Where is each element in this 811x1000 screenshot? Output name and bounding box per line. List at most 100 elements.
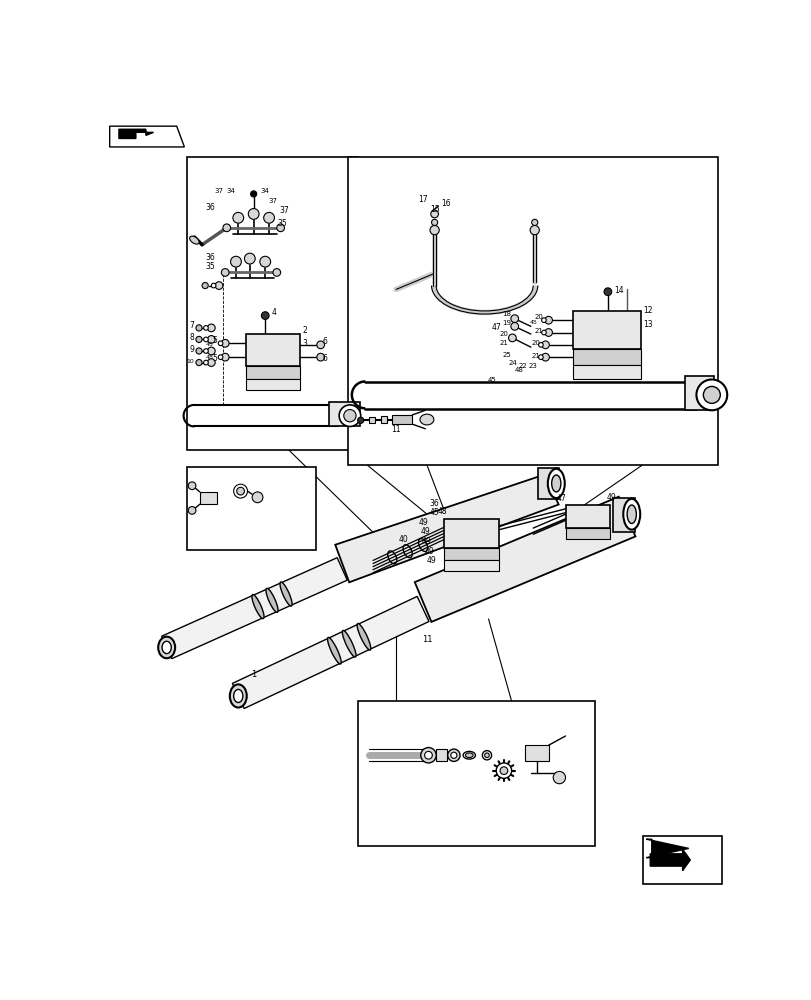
Polygon shape	[414, 497, 635, 622]
Ellipse shape	[357, 623, 371, 650]
Text: 6: 6	[323, 337, 328, 346]
Text: 47: 47	[491, 323, 500, 332]
Circle shape	[424, 751, 431, 759]
Ellipse shape	[158, 637, 175, 658]
Text: 49: 49	[424, 547, 434, 556]
Circle shape	[541, 341, 549, 349]
Text: 3: 3	[303, 339, 307, 348]
Text: 49: 49	[606, 493, 616, 502]
Ellipse shape	[234, 689, 242, 703]
Text: 36: 36	[377, 764, 387, 773]
Circle shape	[208, 324, 215, 332]
Text: 8: 8	[190, 333, 194, 342]
Text: 35: 35	[277, 219, 287, 228]
Circle shape	[420, 748, 436, 763]
Bar	[573, 365, 640, 379]
Circle shape	[195, 348, 202, 354]
Circle shape	[195, 336, 202, 343]
Text: 20: 20	[499, 331, 508, 337]
Circle shape	[208, 336, 215, 343]
Text: 45: 45	[206, 342, 213, 347]
Circle shape	[264, 212, 274, 223]
Circle shape	[261, 312, 268, 319]
Text: 49: 49	[420, 527, 430, 536]
Circle shape	[541, 318, 546, 323]
Circle shape	[357, 417, 363, 423]
Bar	[328, 402, 359, 426]
Polygon shape	[335, 475, 558, 582]
Text: 48: 48	[437, 507, 447, 516]
Bar	[573, 349, 640, 365]
Text: 34: 34	[260, 188, 269, 194]
Bar	[357, 701, 594, 846]
Text: 43: 43	[248, 531, 259, 540]
Bar	[348, 157, 717, 465]
Circle shape	[531, 219, 537, 225]
Circle shape	[204, 360, 208, 365]
Text: 19: 19	[502, 320, 511, 326]
Text: 5: 5	[212, 336, 217, 345]
Circle shape	[510, 315, 518, 323]
Text: 45: 45	[429, 508, 439, 517]
Circle shape	[544, 316, 551, 324]
Circle shape	[252, 492, 263, 503]
Text: 13: 13	[642, 320, 652, 329]
Circle shape	[450, 752, 457, 758]
Text: 16: 16	[441, 199, 450, 208]
Circle shape	[221, 339, 229, 347]
Circle shape	[430, 225, 439, 235]
Circle shape	[233, 212, 243, 223]
Polygon shape	[646, 839, 688, 858]
Circle shape	[222, 224, 230, 232]
Circle shape	[316, 341, 324, 349]
Bar	[612, 498, 634, 532]
Text: 11: 11	[421, 635, 431, 644]
Text: 2: 2	[303, 326, 307, 335]
Ellipse shape	[419, 414, 433, 425]
Text: 7: 7	[190, 321, 195, 330]
Text: 37: 37	[268, 198, 277, 204]
Ellipse shape	[327, 637, 341, 664]
Bar	[573, 311, 640, 349]
Polygon shape	[232, 596, 428, 708]
Ellipse shape	[280, 582, 292, 606]
Bar	[642, 836, 721, 884]
Circle shape	[211, 283, 216, 288]
Circle shape	[244, 253, 255, 264]
Circle shape	[702, 386, 719, 403]
Text: 34: 34	[226, 188, 234, 194]
Circle shape	[510, 323, 518, 330]
Text: 44: 44	[204, 531, 215, 540]
Circle shape	[260, 256, 270, 267]
Text: 5: 5	[212, 354, 217, 363]
Polygon shape	[650, 849, 689, 871]
Text: 4: 4	[272, 308, 277, 317]
Circle shape	[316, 353, 324, 361]
Bar	[246, 379, 299, 389]
Ellipse shape	[190, 236, 199, 244]
Circle shape	[218, 355, 222, 359]
Text: 36: 36	[204, 253, 214, 262]
Circle shape	[339, 405, 360, 426]
Text: 23: 23	[528, 363, 537, 369]
Circle shape	[696, 379, 727, 410]
Polygon shape	[118, 129, 153, 138]
Text: 21: 21	[499, 340, 508, 346]
Text: 40: 40	[398, 535, 408, 544]
Text: 11: 11	[391, 425, 401, 434]
Circle shape	[541, 330, 546, 335]
Circle shape	[530, 225, 539, 235]
Polygon shape	[109, 126, 184, 147]
Circle shape	[251, 191, 256, 197]
Bar	[380, 416, 386, 423]
Text: 21: 21	[534, 328, 543, 334]
Bar	[187, 157, 357, 450]
Circle shape	[343, 410, 356, 422]
Text: 36: 36	[429, 499, 439, 508]
Ellipse shape	[266, 588, 277, 612]
Ellipse shape	[230, 684, 247, 708]
Bar	[564, 505, 609, 528]
Circle shape	[221, 353, 229, 361]
Text: 49: 49	[426, 556, 436, 565]
Text: 18: 18	[502, 311, 511, 317]
